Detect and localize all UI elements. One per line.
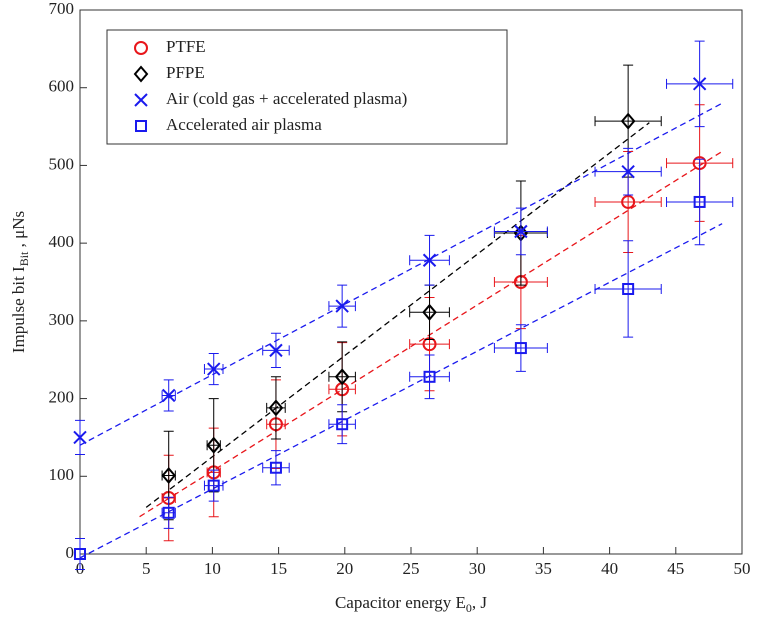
x-tick-label: 30 bbox=[469, 559, 486, 578]
point bbox=[621, 164, 635, 179]
legend-marker bbox=[134, 93, 148, 107]
x-error-bar bbox=[328, 371, 356, 382]
y-tick-label: 700 bbox=[49, 0, 75, 18]
legend-marker bbox=[135, 120, 147, 132]
point bbox=[622, 282, 635, 295]
x-tick-label: 10 bbox=[204, 559, 221, 578]
point bbox=[206, 436, 222, 454]
fit-line bbox=[79, 223, 723, 559]
y-tick-label: 600 bbox=[49, 77, 75, 96]
legend-item: PFPE bbox=[133, 63, 205, 83]
point bbox=[692, 77, 707, 91]
point bbox=[73, 430, 87, 445]
point bbox=[621, 194, 636, 209]
y-tick-label: 0 bbox=[66, 543, 75, 562]
fit-line bbox=[79, 102, 723, 446]
legend-label: PFPE bbox=[166, 63, 205, 82]
x-tick-label: 50 bbox=[734, 559, 751, 578]
point bbox=[514, 224, 528, 239]
fit-line bbox=[145, 122, 650, 508]
x-label-sub: 0 bbox=[466, 601, 472, 615]
x-error-bar bbox=[409, 307, 450, 318]
legend-label: Accelerated air plasma bbox=[166, 115, 322, 134]
x-label-main: Capacitor energy E bbox=[335, 593, 466, 612]
legend-item: Accelerated air plasma bbox=[135, 115, 322, 134]
x-error-bar bbox=[666, 196, 734, 207]
x-error-bar bbox=[594, 283, 662, 294]
point bbox=[161, 466, 177, 485]
legend-label: PTFE bbox=[166, 37, 206, 56]
legend-item: Air (cold gas + accelerated plasma) bbox=[134, 89, 407, 108]
x-tick-label: 5 bbox=[142, 559, 151, 578]
point bbox=[620, 112, 636, 130]
y-axis-label: Impulse bit IBit , μNs bbox=[9, 211, 31, 353]
legend: PTFE PFPE Air (cold gas + accelerated plas… bbox=[106, 29, 508, 145]
x-tick-label: 35 bbox=[535, 559, 552, 578]
point bbox=[162, 506, 175, 519]
y-tick-label: 100 bbox=[49, 465, 75, 484]
x-label-tail: , J bbox=[472, 593, 488, 612]
x-error-bar bbox=[328, 419, 356, 430]
x-error-bar bbox=[203, 480, 224, 491]
y-tick-label: 500 bbox=[49, 154, 75, 173]
point bbox=[334, 368, 350, 386]
x-error-bar bbox=[409, 371, 450, 382]
x-axis-label: Capacitor energy E0, J bbox=[335, 593, 487, 615]
point bbox=[422, 253, 437, 267]
y-label-main: Impulse bit I bbox=[9, 266, 28, 353]
x-tick-label: 40 bbox=[601, 559, 618, 578]
y-tick-label: 200 bbox=[49, 387, 75, 406]
y-tick-label: 400 bbox=[49, 232, 75, 251]
x-tick-label: 15 bbox=[270, 559, 287, 578]
point bbox=[269, 343, 283, 358]
point bbox=[336, 418, 349, 431]
x-error-bar bbox=[262, 462, 290, 473]
x-tick-label: 25 bbox=[403, 559, 420, 578]
legend-box bbox=[106, 29, 508, 145]
point bbox=[74, 548, 86, 560]
legend-label: Air (cold gas + accelerated plasma) bbox=[166, 89, 407, 108]
x-error-bar bbox=[493, 343, 548, 354]
y-label-tail: , μNs bbox=[9, 211, 28, 252]
point bbox=[422, 303, 437, 321]
point bbox=[207, 479, 220, 492]
x-tick-label: 45 bbox=[667, 559, 684, 578]
point bbox=[514, 342, 527, 355]
fit-line bbox=[139, 150, 723, 518]
point bbox=[269, 461, 282, 474]
point bbox=[335, 299, 349, 313]
point bbox=[268, 399, 284, 417]
point bbox=[207, 362, 221, 376]
x-tick-label: 20 bbox=[336, 559, 353, 578]
x-error-bar bbox=[594, 196, 662, 207]
legend-marker bbox=[133, 65, 149, 83]
legend-marker bbox=[134, 41, 148, 55]
y-tick-label: 300 bbox=[49, 310, 75, 329]
point bbox=[693, 195, 706, 208]
x-error-bar bbox=[409, 339, 450, 350]
legend-item: PTFE bbox=[134, 37, 206, 56]
point bbox=[162, 388, 176, 403]
point bbox=[423, 370, 436, 383]
x-error-bar bbox=[594, 116, 662, 127]
y-label-sub: Bit bbox=[17, 251, 31, 266]
